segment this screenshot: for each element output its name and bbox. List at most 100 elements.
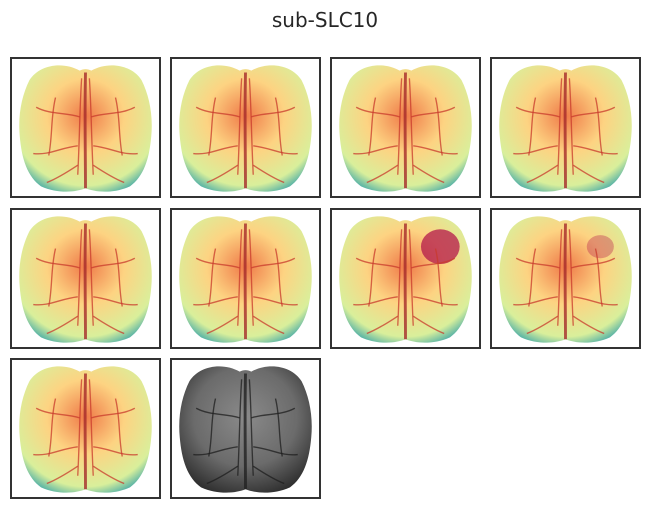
blood-vessel — [208, 398, 217, 457]
blood-vessel — [48, 398, 57, 457]
blood-vessel — [253, 446, 298, 456]
panel-8 — [490, 208, 641, 349]
blood-vessel — [92, 465, 125, 485]
blood-vessel — [77, 379, 83, 476]
blood-vessel — [93, 446, 138, 456]
blood-vessel — [195, 257, 240, 269]
blood-vessel — [77, 229, 83, 326]
panel-5 — [10, 208, 161, 349]
blood-vessel — [397, 78, 403, 175]
blood-vessel — [33, 145, 78, 155]
blood-vessel — [92, 164, 125, 184]
blood-vessel — [274, 398, 283, 457]
blood-vessel — [88, 229, 94, 326]
blood-vessel — [248, 78, 254, 175]
blood-vessel — [91, 407, 136, 419]
blood-vessel — [114, 97, 123, 156]
blood-vessel — [411, 106, 456, 118]
blood-vessel — [208, 97, 217, 156]
blood-vessel — [515, 257, 560, 269]
blood-vessel — [572, 164, 605, 184]
figure-title: sub-SLC10 — [271, 8, 379, 32]
blood-vessel — [91, 106, 136, 118]
blood-vessel — [413, 296, 458, 306]
blood-vessel — [35, 106, 80, 118]
blood-vessel — [568, 78, 574, 175]
brain-map — [339, 65, 472, 192]
blood-vessel — [248, 379, 254, 476]
blood-vessel — [46, 164, 79, 184]
blood-vessel — [206, 315, 239, 335]
blood-vessel — [353, 296, 398, 306]
blood-vessel — [193, 296, 238, 306]
activation-hotspot — [420, 229, 460, 265]
blood-vessel — [528, 248, 537, 307]
blood-vessel — [252, 315, 285, 335]
panel-2 — [170, 57, 321, 198]
blood-vessel — [594, 248, 603, 307]
blood-vessel — [195, 106, 240, 118]
blood-vessel — [366, 315, 399, 335]
blood-vessel — [411, 257, 456, 269]
blood-vessel — [557, 78, 563, 175]
blood-vessel — [573, 296, 618, 306]
blood-vessel — [513, 296, 558, 306]
blood-vessel — [571, 106, 616, 118]
blood-vessel — [412, 164, 445, 184]
blood-vessel — [48, 248, 57, 307]
brain-map — [339, 216, 472, 343]
blood-vessel — [408, 229, 414, 326]
brain-map — [179, 216, 312, 343]
blood-vessel — [413, 145, 458, 155]
blood-vessel — [355, 257, 400, 269]
blood-vessel — [253, 145, 298, 155]
brain-map — [179, 65, 312, 192]
blood-vessel — [48, 97, 57, 156]
blood-vessel — [88, 78, 94, 175]
brain-map — [179, 366, 312, 493]
panel-7 — [330, 208, 481, 349]
blood-vessel — [573, 145, 618, 155]
blood-vessel — [237, 78, 243, 175]
blood-vessel — [412, 315, 445, 335]
blood-vessel — [368, 97, 377, 156]
panel-9 — [10, 358, 161, 499]
panel-6 — [170, 208, 321, 349]
blood-vessel — [251, 257, 296, 269]
brain-map — [19, 216, 152, 343]
blood-vessel — [251, 407, 296, 419]
blood-vessel — [366, 164, 399, 184]
blood-vessel — [237, 379, 243, 476]
blood-vessel — [114, 248, 123, 307]
blood-vessel — [208, 248, 217, 307]
blood-vessel — [568, 229, 574, 326]
blood-vessel — [353, 145, 398, 155]
blood-vessel — [206, 465, 239, 485]
blood-vessel — [528, 97, 537, 156]
blood-vessel — [368, 248, 377, 307]
blood-vessel — [274, 97, 283, 156]
blood-vessel — [193, 446, 238, 456]
blood-vessel — [513, 145, 558, 155]
blood-vessel — [397, 229, 403, 326]
blood-vessel — [193, 145, 238, 155]
blood-vessel — [248, 229, 254, 326]
blood-vessel — [93, 145, 138, 155]
blood-vessel — [92, 315, 125, 335]
blood-vessel — [91, 257, 136, 269]
blood-vessel — [594, 97, 603, 156]
blood-vessel — [434, 248, 443, 307]
blood-vessel — [526, 315, 559, 335]
blood-vessel — [526, 164, 559, 184]
blood-vessel — [114, 398, 123, 457]
blood-vessel — [252, 164, 285, 184]
brain-map — [499, 65, 632, 192]
blood-vessel — [206, 164, 239, 184]
blood-vessel — [515, 106, 560, 118]
blood-vessel — [88, 379, 94, 476]
blood-vessel — [571, 257, 616, 269]
blood-vessel — [33, 446, 78, 456]
panel-4 — [490, 57, 641, 198]
blood-vessel — [408, 78, 414, 175]
blood-vessel — [35, 257, 80, 269]
